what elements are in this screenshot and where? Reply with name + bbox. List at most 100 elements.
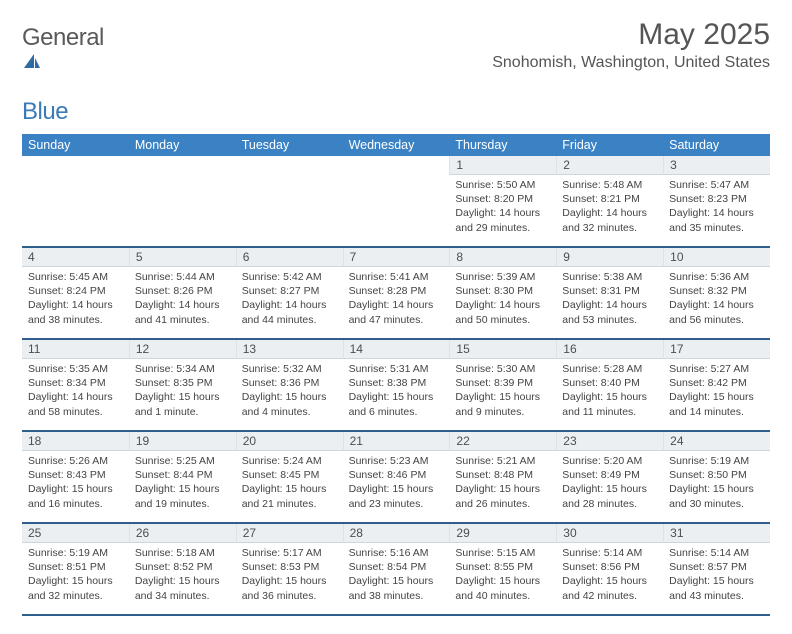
- sunset-text: Sunset: 8:44 PM: [135, 468, 230, 482]
- day-cell: 2Sunrise: 5:48 AMSunset: 8:21 PMDaylight…: [556, 156, 663, 246]
- day-details: Sunrise: 5:39 AMSunset: 8:30 PMDaylight:…: [449, 267, 556, 333]
- day-details: Sunrise: 5:19 AMSunset: 8:50 PMDaylight:…: [663, 451, 770, 517]
- sunrise-text: Sunrise: 5:28 AM: [562, 362, 657, 376]
- daylight-text: Daylight: 15 hours and 6 minutes.: [349, 390, 444, 418]
- sunrise-text: Sunrise: 5:30 AM: [455, 362, 550, 376]
- day-number: 31: [663, 524, 770, 543]
- day-details: Sunrise: 5:16 AMSunset: 8:54 PMDaylight:…: [343, 543, 450, 609]
- day-details: Sunrise: 5:32 AMSunset: 8:36 PMDaylight:…: [236, 359, 343, 425]
- day-number: 24: [663, 432, 770, 451]
- day-number: 28: [343, 524, 450, 543]
- day-number: 2: [556, 156, 663, 175]
- day-cell: 30Sunrise: 5:14 AMSunset: 8:56 PMDayligh…: [556, 524, 663, 614]
- daylight-text: Daylight: 15 hours and 26 minutes.: [455, 482, 550, 510]
- daylight-text: Daylight: 15 hours and 21 minutes.: [242, 482, 337, 510]
- sunrise-text: Sunrise: 5:20 AM: [562, 454, 657, 468]
- day-header: Wednesday: [343, 134, 450, 156]
- day-details: Sunrise: 5:27 AMSunset: 8:42 PMDaylight:…: [663, 359, 770, 425]
- sunset-text: Sunset: 8:51 PM: [28, 560, 123, 574]
- sunrise-text: Sunrise: 5:38 AM: [562, 270, 657, 284]
- day-cell: 17Sunrise: 5:27 AMSunset: 8:42 PMDayligh…: [663, 340, 770, 430]
- day-number: 4: [22, 248, 129, 267]
- day-details: Sunrise: 5:19 AMSunset: 8:51 PMDaylight:…: [22, 543, 129, 609]
- logo-text: General Blue: [22, 24, 104, 126]
- day-details: Sunrise: 5:35 AMSunset: 8:34 PMDaylight:…: [22, 359, 129, 425]
- daylight-text: Daylight: 15 hours and 36 minutes.: [242, 574, 337, 602]
- day-cell: [129, 156, 236, 246]
- day-details: Sunrise: 5:44 AMSunset: 8:26 PMDaylight:…: [129, 267, 236, 333]
- sunset-text: Sunset: 8:36 PM: [242, 376, 337, 390]
- sunset-text: Sunset: 8:56 PM: [562, 560, 657, 574]
- day-cell: 19Sunrise: 5:25 AMSunset: 8:44 PMDayligh…: [129, 432, 236, 522]
- sunset-text: Sunset: 8:23 PM: [669, 192, 764, 206]
- sunrise-text: Sunrise: 5:25 AM: [135, 454, 230, 468]
- sunrise-text: Sunrise: 5:26 AM: [28, 454, 123, 468]
- daylight-text: Daylight: 15 hours and 9 minutes.: [455, 390, 550, 418]
- week-row: 25Sunrise: 5:19 AMSunset: 8:51 PMDayligh…: [22, 524, 770, 616]
- logo-text-1: General: [22, 24, 104, 51]
- day-header-row: Sunday Monday Tuesday Wednesday Thursday…: [22, 134, 770, 156]
- sunrise-text: Sunrise: 5:18 AM: [135, 546, 230, 560]
- day-cell: 5Sunrise: 5:44 AMSunset: 8:26 PMDaylight…: [129, 248, 236, 338]
- day-cell: 13Sunrise: 5:32 AMSunset: 8:36 PMDayligh…: [236, 340, 343, 430]
- day-cell: 15Sunrise: 5:30 AMSunset: 8:39 PMDayligh…: [449, 340, 556, 430]
- sunset-text: Sunset: 8:31 PM: [562, 284, 657, 298]
- day-number: 18: [22, 432, 129, 451]
- day-cell: 23Sunrise: 5:20 AMSunset: 8:49 PMDayligh…: [556, 432, 663, 522]
- calendar: Sunday Monday Tuesday Wednesday Thursday…: [22, 134, 770, 616]
- day-cell: 6Sunrise: 5:42 AMSunset: 8:27 PMDaylight…: [236, 248, 343, 338]
- sunset-text: Sunset: 8:38 PM: [349, 376, 444, 390]
- day-details: Sunrise: 5:28 AMSunset: 8:40 PMDaylight:…: [556, 359, 663, 425]
- daylight-text: Daylight: 15 hours and 16 minutes.: [28, 482, 123, 510]
- day-details: Sunrise: 5:26 AMSunset: 8:43 PMDaylight:…: [22, 451, 129, 517]
- sunset-text: Sunset: 8:52 PM: [135, 560, 230, 574]
- sunset-text: Sunset: 8:46 PM: [349, 468, 444, 482]
- sunrise-text: Sunrise: 5:50 AM: [455, 178, 550, 192]
- daylight-text: Daylight: 15 hours and 32 minutes.: [28, 574, 123, 602]
- daylight-text: Daylight: 15 hours and 43 minutes.: [669, 574, 764, 602]
- sunrise-text: Sunrise: 5:21 AM: [455, 454, 550, 468]
- sunset-text: Sunset: 8:42 PM: [669, 376, 764, 390]
- sunset-text: Sunset: 8:50 PM: [669, 468, 764, 482]
- day-details: Sunrise: 5:41 AMSunset: 8:28 PMDaylight:…: [343, 267, 450, 333]
- sunset-text: Sunset: 8:43 PM: [28, 468, 123, 482]
- daylight-text: Daylight: 15 hours and 14 minutes.: [669, 390, 764, 418]
- day-number: 14: [343, 340, 450, 359]
- sunset-text: Sunset: 8:53 PM: [242, 560, 337, 574]
- day-details: Sunrise: 5:42 AMSunset: 8:27 PMDaylight:…: [236, 267, 343, 333]
- day-header: Saturday: [663, 134, 770, 156]
- day-details: Sunrise: 5:31 AMSunset: 8:38 PMDaylight:…: [343, 359, 450, 425]
- day-cell: 21Sunrise: 5:23 AMSunset: 8:46 PMDayligh…: [343, 432, 450, 522]
- sunset-text: Sunset: 8:54 PM: [349, 560, 444, 574]
- logo-text-2: Blue: [22, 98, 68, 125]
- sunrise-text: Sunrise: 5:47 AM: [669, 178, 764, 192]
- day-cell: 8Sunrise: 5:39 AMSunset: 8:30 PMDaylight…: [449, 248, 556, 338]
- sunrise-text: Sunrise: 5:24 AM: [242, 454, 337, 468]
- day-number: 15: [449, 340, 556, 359]
- day-number: 19: [129, 432, 236, 451]
- day-number: 21: [343, 432, 450, 451]
- header: GeneralBlue May 2025 Snohomish, Washingt…: [22, 18, 770, 126]
- daylight-text: Daylight: 15 hours and 34 minutes.: [135, 574, 230, 602]
- week-row: 11Sunrise: 5:35 AMSunset: 8:34 PMDayligh…: [22, 340, 770, 432]
- sunrise-text: Sunrise: 5:45 AM: [28, 270, 123, 284]
- sunset-text: Sunset: 8:40 PM: [562, 376, 657, 390]
- daylight-text: Daylight: 14 hours and 47 minutes.: [349, 298, 444, 326]
- sunset-text: Sunset: 8:55 PM: [455, 560, 550, 574]
- day-details: Sunrise: 5:48 AMSunset: 8:21 PMDaylight:…: [556, 175, 663, 241]
- day-number: 22: [449, 432, 556, 451]
- day-cell: 26Sunrise: 5:18 AMSunset: 8:52 PMDayligh…: [129, 524, 236, 614]
- day-number: 13: [236, 340, 343, 359]
- day-details: Sunrise: 5:45 AMSunset: 8:24 PMDaylight:…: [22, 267, 129, 333]
- week-row: 4Sunrise: 5:45 AMSunset: 8:24 PMDaylight…: [22, 248, 770, 340]
- daylight-text: Daylight: 15 hours and 11 minutes.: [562, 390, 657, 418]
- sunrise-text: Sunrise: 5:34 AM: [135, 362, 230, 376]
- day-details: Sunrise: 5:14 AMSunset: 8:56 PMDaylight:…: [556, 543, 663, 609]
- day-details: Sunrise: 5:24 AMSunset: 8:45 PMDaylight:…: [236, 451, 343, 517]
- sunrise-text: Sunrise: 5:32 AM: [242, 362, 337, 376]
- day-cell: 9Sunrise: 5:38 AMSunset: 8:31 PMDaylight…: [556, 248, 663, 338]
- sunrise-text: Sunrise: 5:14 AM: [562, 546, 657, 560]
- day-number: 1: [449, 156, 556, 175]
- day-cell: 29Sunrise: 5:15 AMSunset: 8:55 PMDayligh…: [449, 524, 556, 614]
- sunset-text: Sunset: 8:45 PM: [242, 468, 337, 482]
